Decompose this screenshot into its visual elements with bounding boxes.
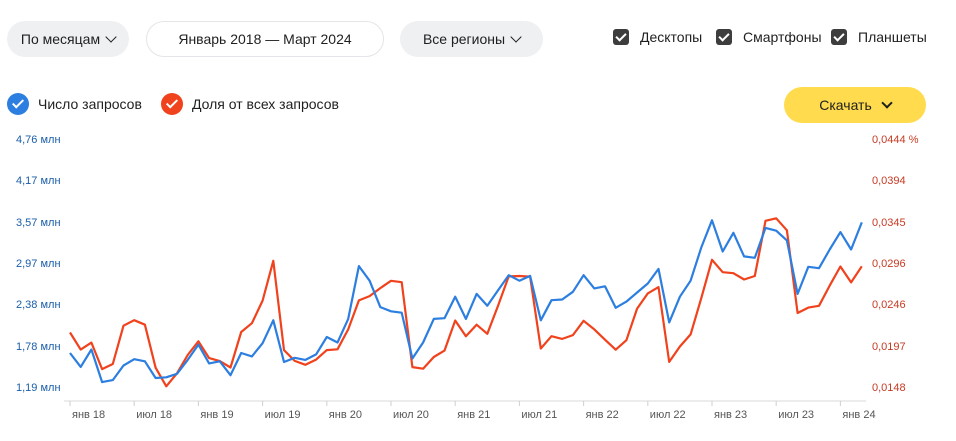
- series-line-share[interactable]: [69, 217, 863, 388]
- device-checkbox-tablet[interactable]: Планшеты: [831, 29, 927, 45]
- x-tick-label: янв 20: [329, 409, 362, 421]
- x-tick-label: июл 20: [393, 409, 429, 421]
- download-button-label: Скачать: [819, 97, 872, 113]
- y-right-tick: 0,0246: [872, 299, 906, 311]
- device-checkbox-desktop[interactable]: Десктопы: [613, 29, 702, 45]
- download-button[interactable]: Скачать: [784, 87, 926, 123]
- y-left-tick: 3,57 млн: [16, 217, 61, 229]
- legend-check-icon: [161, 93, 183, 115]
- period-select[interactable]: По месяцам: [7, 21, 129, 57]
- y-right-tick: 0,0148: [872, 382, 906, 394]
- legend-label-queries: Число запросов: [38, 96, 142, 112]
- y-left-tick: 2,97 млн: [16, 258, 61, 270]
- device-checkbox-smartphone[interactable]: Смартфоны: [716, 29, 822, 45]
- y-right-tick: 0,0444 %: [872, 134, 919, 146]
- date-range-label: Январь 2018 — Март 2024: [178, 31, 352, 47]
- x-tick-label: янв 23: [714, 409, 747, 421]
- x-tick-label: янв 21: [457, 409, 490, 421]
- legend-toggle-queries[interactable]: Число запросов: [7, 93, 142, 115]
- x-tick-label: июл 18: [136, 409, 172, 421]
- legend-toggle-share[interactable]: Доля от всех запросов: [161, 93, 339, 115]
- y-left-tick: 4,76 млн: [16, 134, 61, 146]
- y-right-tick: 0,0197: [872, 341, 906, 353]
- x-tick-label: июл 19: [265, 409, 301, 421]
- y-left-tick: 1,19 млн: [16, 382, 61, 394]
- legend-check-icon: [7, 93, 29, 115]
- x-tick-label: июл 21: [521, 409, 557, 421]
- checkbox-checked-icon: [613, 29, 629, 45]
- device-label-tablet: Планшеты: [858, 29, 927, 45]
- checkbox-checked-icon: [716, 29, 732, 45]
- y-right-tick: 0,0394: [872, 175, 906, 187]
- x-tick-label: янв 19: [200, 409, 233, 421]
- x-tick-label: янв 22: [586, 409, 619, 421]
- y-right-tick: 0,0345: [872, 217, 906, 229]
- x-tick-label: июл 23: [778, 409, 814, 421]
- device-label-smartphone: Смартфоны: [743, 29, 822, 45]
- y-left-tick: 1,78 млн: [16, 341, 61, 353]
- legend-label-share: Доля от всех запросов: [192, 96, 339, 112]
- region-select-label: Все регионы: [422, 31, 506, 47]
- region-select[interactable]: Все регионы: [400, 21, 543, 57]
- y-left-tick: 4,17 млн: [16, 175, 61, 187]
- y-left-tick: 2,38 млн: [16, 299, 61, 311]
- x-tick-label: июл 22: [650, 409, 686, 421]
- series-line-queries[interactable]: [69, 219, 863, 384]
- period-select-label: По месяцам: [20, 31, 101, 47]
- y-right-tick: 0,0296: [872, 258, 906, 270]
- x-tick-label: янв 18: [72, 409, 105, 421]
- checkbox-checked-icon: [831, 29, 847, 45]
- date-range-picker[interactable]: Январь 2018 — Март 2024: [146, 21, 384, 57]
- device-label-desktop: Десктопы: [640, 29, 703, 45]
- x-tick-label: янв 24: [842, 409, 875, 421]
